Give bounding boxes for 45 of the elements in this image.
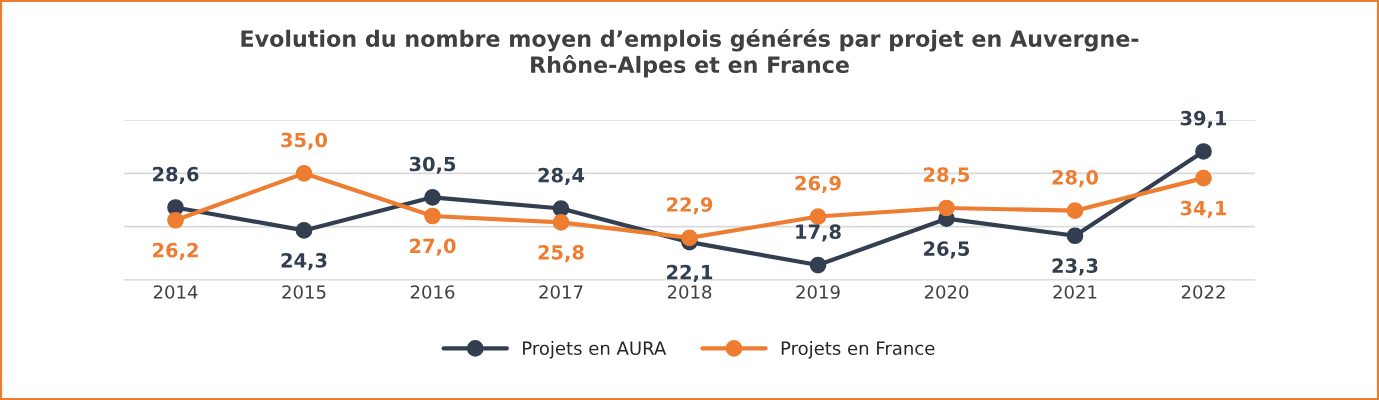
point bbox=[1066, 202, 1084, 220]
data-label: 22,1 bbox=[667, 264, 713, 282]
point bbox=[1195, 143, 1212, 160]
x-tick-label: 2017 bbox=[539, 285, 583, 299]
point bbox=[938, 199, 955, 217]
x-tick-label: 2014 bbox=[153, 285, 198, 299]
data-label: 22,9 bbox=[667, 197, 713, 215]
legend-label: Projets en AURA bbox=[523, 341, 667, 359]
data-label: 24,3 bbox=[281, 252, 327, 271]
x-tick-label: 2021 bbox=[1053, 285, 1097, 299]
point bbox=[167, 211, 184, 229]
legend-label: Projets en France bbox=[781, 341, 935, 359]
data-label: 26,9 bbox=[795, 175, 841, 194]
point bbox=[809, 256, 827, 274]
x-tick-label: 2020 bbox=[924, 285, 969, 299]
point bbox=[424, 188, 441, 206]
point bbox=[295, 164, 313, 182]
data-label: 26,2 bbox=[153, 242, 198, 261]
data-label: 28,0 bbox=[1052, 169, 1099, 188]
x-tick-label: 2019 bbox=[796, 285, 840, 299]
x-tick-label: 2016 bbox=[410, 285, 455, 299]
data-label: 30,5 bbox=[409, 156, 456, 174]
data-label: 28,6 bbox=[153, 166, 199, 184]
point bbox=[552, 214, 570, 231]
x-tick-label: 2022 bbox=[1181, 285, 1225, 299]
data-label: 17,8 bbox=[796, 224, 841, 242]
point bbox=[424, 207, 441, 225]
data-label: 28,5 bbox=[924, 167, 970, 185]
data-label: 25,8 bbox=[538, 244, 584, 263]
data-label: 39,1 bbox=[1180, 110, 1227, 128]
data-label: 35,0 bbox=[281, 132, 328, 150]
x-tick-label: 2018 bbox=[667, 285, 712, 299]
x-tick-label: 2015 bbox=[282, 285, 326, 299]
data-label: 27,0 bbox=[410, 238, 456, 256]
point bbox=[552, 200, 570, 217]
point bbox=[809, 208, 827, 225]
point bbox=[681, 229, 698, 247]
data-label: 34,1 bbox=[1180, 200, 1227, 218]
point bbox=[295, 222, 313, 239]
data-label: 28,4 bbox=[538, 167, 585, 186]
chart-title: Evolution du nombre moyen d’emplois générés par projet en Auvergne- Rhône-Alpes et en France bbox=[241, 28, 1139, 78]
point bbox=[1195, 169, 1212, 187]
data-label: 23,3 bbox=[1052, 258, 1098, 276]
data-label: 26,5 bbox=[924, 241, 970, 259]
point bbox=[1066, 227, 1084, 245]
